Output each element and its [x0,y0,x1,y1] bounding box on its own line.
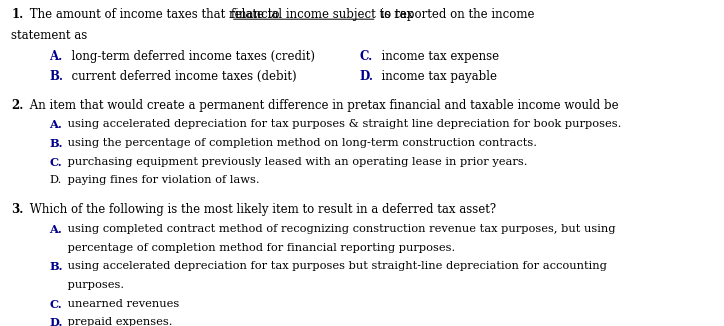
Text: current deferred income taxes (debit): current deferred income taxes (debit) [64,70,297,83]
Text: Which of the following is the most likely item to result in a deferred tax asset: Which of the following is the most likel… [26,203,496,216]
Text: 3.: 3. [12,203,24,216]
Text: A.: A. [49,224,62,235]
Text: financial income subject to tax: financial income subject to tax [231,8,413,22]
Text: prepaid expenses.: prepaid expenses. [64,317,173,326]
Text: C.: C. [359,50,373,63]
Text: paying fines for violation of laws.: paying fines for violation of laws. [64,175,260,185]
Text: purchasing equipment previously leased with an operating lease in prior years.: purchasing equipment previously leased w… [64,156,528,167]
Text: long-term deferred income taxes (credit): long-term deferred income taxes (credit) [64,50,315,63]
Text: B.: B. [49,70,64,83]
Text: A.: A. [49,50,63,63]
Text: income tax expense: income tax expense [374,50,499,63]
Text: 1.: 1. [12,8,24,22]
Text: using the percentage of completion method on long-term construction contracts.: using the percentage of completion metho… [64,138,537,148]
Text: is reported on the income: is reported on the income [376,8,534,22]
Text: C.: C. [49,156,62,168]
Text: C.: C. [49,299,62,310]
Text: An item that would create a permanent difference in pretax financial and taxable: An item that would create a permanent di… [26,98,619,111]
Text: using accelerated depreciation for tax purposes but straight-line depreciation f: using accelerated depreciation for tax p… [64,261,607,271]
Text: 2.: 2. [12,98,24,111]
Text: using accelerated depreciation for tax purposes & straight line depreciation for: using accelerated depreciation for tax p… [64,119,622,129]
Text: percentage of completion method for financial reporting purposes.: percentage of completion method for fina… [64,243,455,253]
Text: income tax payable: income tax payable [374,70,497,83]
Text: statement as: statement as [12,29,88,42]
Text: using completed contract method of recognizing construction revenue tax purposes: using completed contract method of recog… [64,224,616,234]
Text: purposes.: purposes. [64,280,125,290]
Text: unearned revenues: unearned revenues [64,299,180,309]
Text: A.: A. [49,119,62,130]
Text: D.: D. [49,317,63,326]
Text: B.: B. [49,261,63,273]
Text: B.: B. [49,138,63,149]
Text: The amount of income taxes that relate to: The amount of income taxes that relate t… [26,8,283,22]
Text: D.: D. [359,70,374,83]
Text: D.: D. [49,175,62,185]
